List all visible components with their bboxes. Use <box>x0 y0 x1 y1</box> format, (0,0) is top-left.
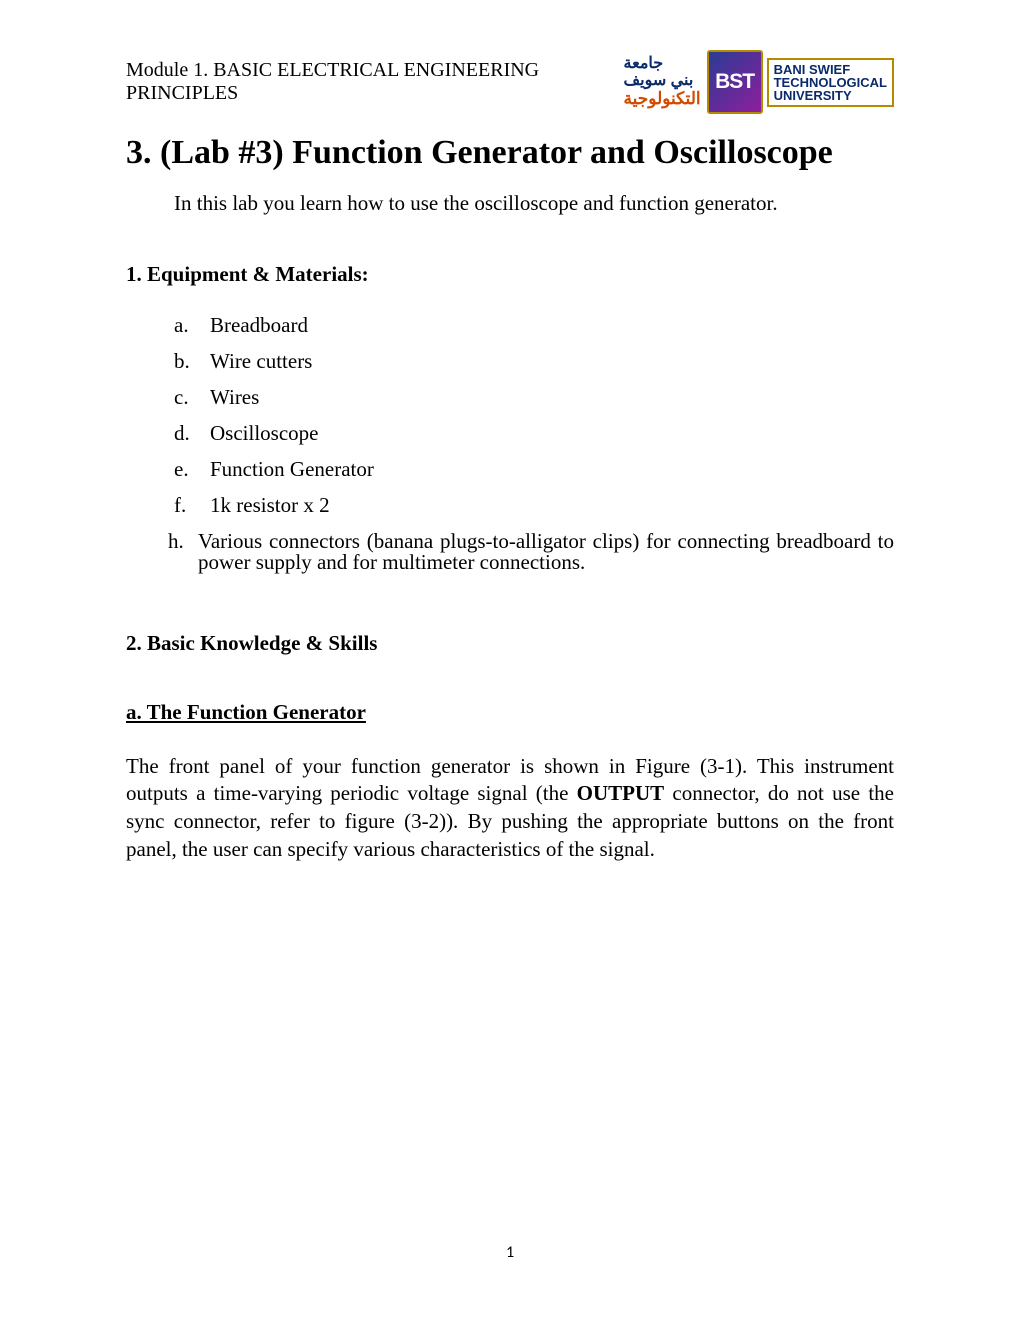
list-item-text: Function Generator <box>210 459 894 480</box>
logo-arabic-text: جامعة بني سويف التكنولوجية <box>624 56 701 107</box>
list-item-text: Oscilloscope <box>210 423 894 444</box>
function-generator-paragraph: The front panel of your function generat… <box>126 753 894 864</box>
subsection-a-heading: a. The Function Generator <box>126 700 894 725</box>
uni-name-line-3: UNIVERSITY <box>774 89 887 102</box>
list-item-text: Various connectors (banana plugs-to-alli… <box>198 531 894 573</box>
list-item: d. Oscilloscope <box>174 423 894 444</box>
university-name-box: BANI SWIEF TECHNOLOGICAL UNIVERSITY <box>767 58 894 107</box>
section-2-heading: 2. Basic Knowledge & Skills <box>126 631 894 656</box>
arabic-line-1: جامعة <box>624 56 664 73</box>
list-item-letter: c. <box>174 387 210 408</box>
para-segment-bold: OUTPUT <box>577 781 665 805</box>
intro-paragraph: In this lab you learn how to use the osc… <box>174 191 894 216</box>
list-item-text: Breadboard <box>210 315 894 336</box>
list-item: e. Function Generator <box>174 459 894 480</box>
lab-title: 3. (Lab #3) Function Generator and Oscil… <box>126 132 894 175</box>
list-item: b. Wire cutters <box>174 351 894 372</box>
document-page: Module 1. BASIC ELECTRICAL ENGINEERING P… <box>0 0 1020 1320</box>
list-item: a. Breadboard <box>174 315 894 336</box>
list-item-text: Wires <box>210 387 894 408</box>
list-item: h. Various connectors (banana plugs-to-a… <box>168 531 894 573</box>
uni-name-line-1: BANI SWIEF <box>774 63 887 76</box>
list-item: f. 1k resistor x 2 <box>174 495 894 516</box>
list-item: c. Wires <box>174 387 894 408</box>
list-item-letter: h. <box>168 531 198 573</box>
section-1-heading: 1. Equipment & Materials: <box>126 262 894 287</box>
module-title: Module 1. BASIC ELECTRICAL ENGINEERING P… <box>126 59 624 105</box>
bst-badge-text: BST <box>715 70 754 94</box>
university-logo: جامعة بني سويف التكنولوجية BST BANI SWIE… <box>624 50 894 114</box>
list-item-letter: f. <box>174 495 210 516</box>
list-item-letter: a. <box>174 315 210 336</box>
arabic-line-2: بني سويف <box>624 73 694 90</box>
list-item-text: Wire cutters <box>210 351 894 372</box>
bst-badge-icon: BST <box>707 50 763 114</box>
list-item-letter: e. <box>174 459 210 480</box>
page-number: 1 <box>0 1243 1020 1262</box>
uni-name-line-2: TECHNOLOGICAL <box>774 76 887 89</box>
page-header: Module 1. BASIC ELECTRICAL ENGINEERING P… <box>126 50 894 114</box>
list-item-text: 1k resistor x 2 <box>210 495 894 516</box>
equipment-list: a. Breadboard b. Wire cutters c. Wires d… <box>174 315 894 573</box>
list-item-letter: d. <box>174 423 210 444</box>
list-item-letter: b. <box>174 351 210 372</box>
arabic-line-3: التكنولوجية <box>624 90 701 108</box>
